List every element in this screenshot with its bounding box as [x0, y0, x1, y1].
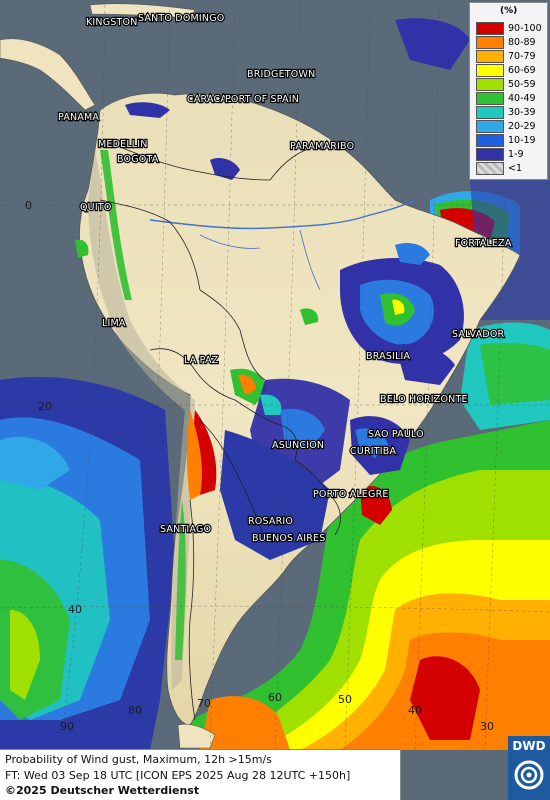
legend-swatch: [476, 64, 504, 77]
grid-label-lon-70: 70: [197, 697, 211, 710]
info-box: Probability of Wind gust, Maximum, 12h >…: [0, 749, 401, 800]
grid-label-lat-20: 20: [38, 400, 52, 413]
legend-label: 60-69: [508, 65, 536, 76]
legend-label: 40-49: [508, 93, 536, 104]
legend-swatch: [476, 22, 504, 35]
city-santiago: SANTIAGO: [160, 524, 211, 535]
legend-swatch: [476, 120, 504, 133]
city-quito: QUITO: [80, 202, 112, 213]
legend-item: 80-89: [476, 36, 546, 49]
city-salvador: SALVADOR: [452, 329, 505, 340]
city-belo-horizonte: BELO HORIZONTE: [380, 394, 468, 405]
city-sao-paulo: SAO PAULO: [368, 429, 424, 440]
legend-item: 40-49: [476, 92, 546, 105]
grid-label-lon-90: 90: [60, 720, 74, 733]
grid-label-lon-60: 60: [268, 691, 282, 704]
city-buenos-aires: BUENOS AIRES: [252, 533, 325, 544]
legend-item: 70-79: [476, 50, 546, 63]
legend-label: 80-89: [508, 37, 536, 48]
legend-unit: (%): [500, 6, 518, 16]
legend-item: 1-9: [476, 148, 546, 161]
city-kingston: KINGSTON: [86, 17, 138, 28]
probability-field: [0, 18, 550, 750]
legend-label: 1-9: [508, 149, 524, 160]
legend-swatch: [476, 148, 504, 161]
legend-item: 10-19: [476, 134, 546, 147]
info-copyright: ©2025 Deutscher Wetterdienst: [5, 784, 200, 797]
legend-item: 50-59: [476, 78, 546, 91]
city-caracas: CARACAS: [187, 94, 233, 105]
city-asuncion: ASUNCION: [272, 440, 324, 451]
interior-patches: [75, 102, 464, 560]
city-rosario: ROSARIO: [248, 516, 293, 527]
city-porto-alegre: PORTO ALEGRE: [313, 489, 389, 500]
legend-swatch: [476, 162, 504, 175]
legend-label: <1: [508, 163, 523, 174]
legend-label: 20-29: [508, 121, 536, 132]
legend-swatch: [476, 134, 504, 147]
legend-label: 10-19: [508, 135, 536, 146]
grid-label-lon-50: 50: [338, 693, 352, 706]
city-bridgetown: BRIDGETOWN: [247, 69, 315, 80]
city-markers: [78, 17, 487, 539]
legend-item: 30-39: [476, 106, 546, 119]
logo-text: DWD: [512, 739, 546, 753]
info-product-title: Probability of Wind gust, Maximum, 12h >…: [5, 753, 272, 766]
logo-swirl-icon: [514, 760, 544, 790]
city-bogota: BOGOTA: [117, 154, 159, 165]
legend-item: 60-69: [476, 64, 546, 77]
info-forecast-time: FT: Wed 03 Sep 18 UTC [ICON EPS 2025 Aug…: [5, 768, 351, 782]
city-curitiba: CURITIBA: [350, 446, 397, 457]
city-brasilia: BRASILIA: [366, 351, 411, 362]
grid-label-lat-0: 0: [25, 199, 32, 212]
legend-item: 90-100: [476, 22, 546, 35]
city-port-of-spain: PORT OF SPAIN: [225, 94, 299, 105]
grid-label-lon-30: 30: [480, 720, 494, 733]
city-lima: LIMA: [102, 318, 126, 329]
city-santo-domingo: SANTO DOMINGO: [138, 13, 224, 24]
legend-label: 30-39: [508, 107, 536, 118]
legend-swatch: [476, 50, 504, 63]
legend-item: <1: [476, 162, 546, 175]
city-panama: PANAMA: [58, 112, 99, 123]
legend-label: 50-59: [508, 79, 536, 90]
dwd-logo: DWD: [508, 736, 550, 800]
city-paramaribo: PARAMARIBO: [290, 141, 354, 152]
country-borders: [99, 144, 341, 721]
grid-label-lat-40: 40: [68, 603, 82, 616]
city-fortaleza: FORTALEZA: [455, 238, 512, 249]
city-medellin: MEDELLIN: [98, 139, 148, 150]
legend-label: 70-79: [508, 51, 536, 62]
legend-swatch: [476, 36, 504, 49]
legend-swatch: [476, 78, 504, 91]
legend: (%) 90-100 80-89 70-79 60-69 50-59 40-49 30-39…: [469, 2, 548, 180]
legend-swatch: [476, 106, 504, 119]
grid-label-lon-80: 80: [128, 704, 142, 717]
legend-label: 90-100: [508, 23, 542, 34]
city-la-paz: LA PAZ: [184, 355, 219, 366]
grid-lines: [0, 0, 550, 751]
legend-item: 20-29: [476, 120, 546, 133]
grid-label-lon-40: 40: [408, 704, 422, 717]
legend-swatch: [476, 92, 504, 105]
